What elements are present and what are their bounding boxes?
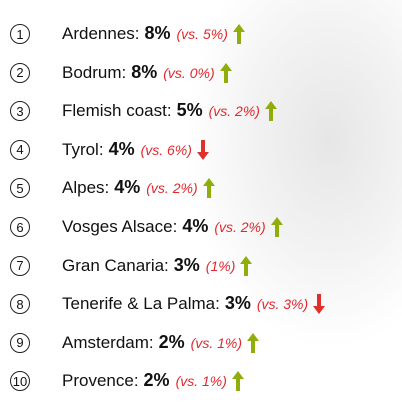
- rank-badge: 8: [10, 294, 30, 314]
- list-row: 8 Tenerife & La Palma:3% (vs. 3%): [0, 289, 402, 319]
- destination-name: Provence:: [62, 371, 139, 391]
- row-text: Amsterdam:2% (vs. 1%): [62, 332, 260, 354]
- arrow-shape: [233, 24, 245, 44]
- share-value: 5%: [177, 100, 203, 121]
- rank-badge: 4: [10, 140, 30, 160]
- arrow-shape: [265, 101, 277, 121]
- trend-arrow: [202, 177, 216, 199]
- share-value: 3%: [174, 255, 200, 276]
- arrow-shape: [220, 63, 232, 83]
- rank-badge: 10: [10, 371, 30, 391]
- list-row: 3 Flemish coast:5% (vs. 2%): [0, 96, 402, 126]
- comparison: (vs. 2%): [209, 103, 260, 119]
- rank-badge: 2: [10, 63, 30, 83]
- destination-name: Amsterdam:: [62, 333, 154, 353]
- row-text: Provence:2% (vs. 1%): [62, 370, 245, 392]
- arrow-shape: [313, 294, 325, 314]
- rank-badge: 7: [10, 256, 30, 276]
- row-text: Flemish coast:5% (vs. 2%): [62, 100, 278, 122]
- comparison: (vs. 1%): [191, 335, 242, 351]
- destination-name: Gran Canaria:: [62, 256, 169, 276]
- trend-arrow: [312, 293, 326, 315]
- trend-arrow: [232, 23, 246, 45]
- trend-arrow: [264, 100, 278, 122]
- trend-arrow: [246, 332, 260, 354]
- trend-arrow: [196, 139, 210, 161]
- rank-badge: 1: [10, 24, 30, 44]
- trend-arrow: [219, 62, 233, 84]
- share-value: 8%: [145, 23, 171, 44]
- destination-name: Bodrum:: [62, 63, 126, 83]
- arrow-shape: [232, 371, 244, 391]
- row-text: Tyrol:4% (vs. 6%): [62, 139, 210, 161]
- list-row: 4 Tyrol:4% (vs. 6%): [0, 135, 402, 165]
- arrow-shape: [203, 178, 215, 198]
- share-value: 4%: [182, 216, 208, 237]
- arrow-shape: [240, 256, 252, 276]
- comparison: (vs. 2%): [146, 180, 197, 196]
- row-text: Gran Canaria:3% (1%): [62, 255, 253, 277]
- page: 1Ardennes:8%(vs. 5%)2Bodrum:8%(vs. 0%)3F…: [0, 0, 402, 420]
- share-value: 2%: [144, 370, 170, 391]
- share-value: 4%: [109, 139, 135, 160]
- destination-name: Tenerife & La Palma:: [62, 294, 220, 314]
- trend-arrow: [270, 216, 284, 238]
- list-row: 7 Gran Canaria:3% (1%): [0, 251, 402, 281]
- arrow-shape: [197, 140, 209, 160]
- comparison: (vs. 3%): [257, 296, 308, 312]
- row-text: Ardennes:8% (vs. 5%): [62, 23, 246, 45]
- comparison: (vs. 0%): [163, 65, 214, 81]
- list-row: 6 Vosges Alsace:4% (vs. 2%): [0, 212, 402, 242]
- list-row: 9 Amsterdam:2% (vs. 1%): [0, 328, 402, 358]
- arrow-shape: [271, 217, 283, 237]
- row-text: Bodrum:8% (vs. 0%): [62, 62, 233, 84]
- arrow-shape: [247, 333, 259, 353]
- rank-badge: 5: [10, 178, 30, 198]
- list-row: 5 Alpes:4% (vs. 2%): [0, 173, 402, 203]
- rank-badge: 3: [10, 101, 30, 121]
- comparison: (vs. 1%): [176, 373, 227, 389]
- destination-name: Alpes:: [62, 178, 109, 198]
- share-value: 3%: [225, 293, 251, 314]
- share-value: 8%: [131, 62, 157, 83]
- share-value: 2%: [159, 332, 185, 353]
- row-text: Vosges Alsace:4% (vs. 2%): [62, 216, 284, 238]
- destination-name: Vosges Alsace:: [62, 217, 177, 237]
- row-text: Alpes:4% (vs. 2%): [62, 177, 216, 199]
- comparison: (1%): [206, 258, 236, 274]
- trend-arrow: [239, 255, 253, 277]
- list-row: 1 Ardennes:8% (vs. 5%): [0, 19, 402, 49]
- trend-arrow: [231, 370, 245, 392]
- list-row: 2 Bodrum:8% (vs. 0%): [0, 58, 402, 88]
- comparison: (vs. 6%): [141, 142, 192, 158]
- rank-badge: 6: [10, 217, 30, 237]
- comparison: (vs. 5%): [177, 26, 228, 42]
- rank-badge: 9: [10, 333, 30, 353]
- destination-name: Tyrol:: [62, 140, 104, 160]
- destination-name: Ardennes:: [62, 24, 140, 44]
- row-text: Tenerife & La Palma:3% (vs. 3%): [62, 293, 326, 315]
- comparison: (vs. 2%): [214, 219, 265, 235]
- share-value: 4%: [114, 177, 140, 198]
- destination-name: Flemish coast:: [62, 101, 172, 121]
- list-row: 10 Provence:2% (vs. 1%): [0, 366, 402, 396]
